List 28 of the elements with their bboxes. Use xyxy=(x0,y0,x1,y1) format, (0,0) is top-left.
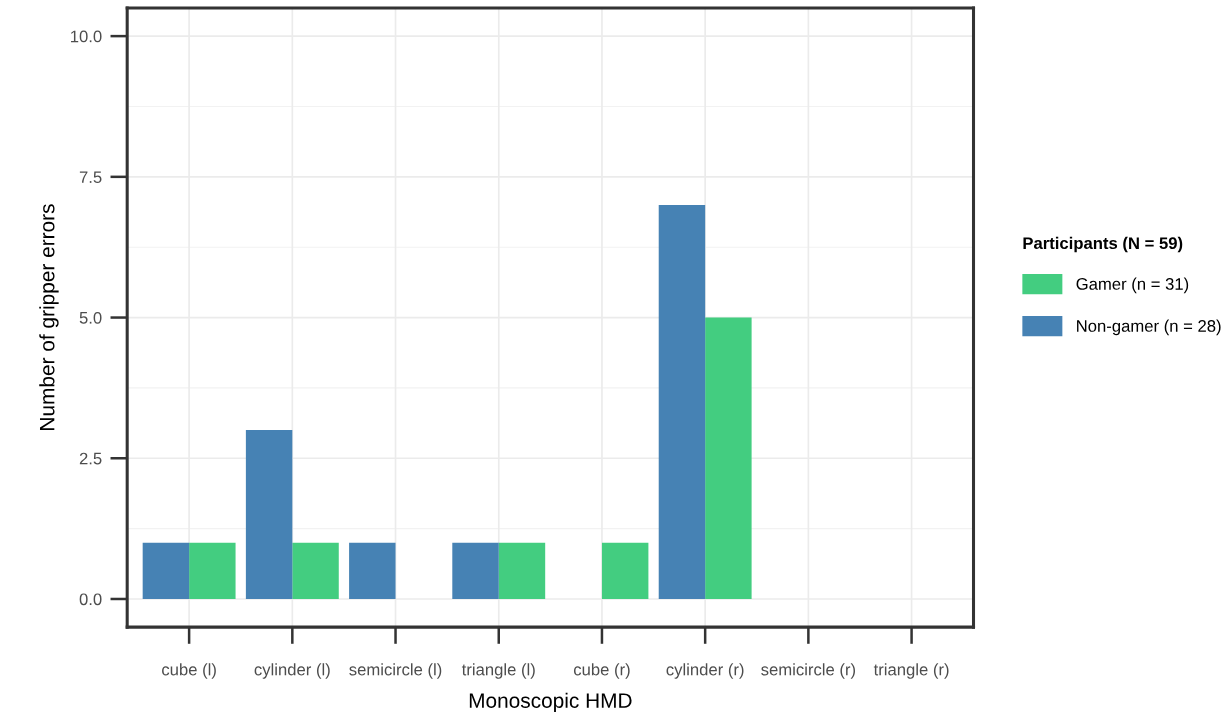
x-tick-label: triangle (l) xyxy=(461,663,535,679)
bar xyxy=(245,430,293,599)
x-tick-label: cube (l) xyxy=(162,663,216,679)
y-axis-title: Number of gripper errors xyxy=(39,204,59,430)
bar xyxy=(658,204,706,599)
y-tick-label: 7.5 xyxy=(79,171,102,184)
x-axis-title: Monoscopic HMD xyxy=(469,692,632,713)
legend-label: Non-gamer (n = 28) xyxy=(1077,319,1221,336)
y-tick-label: 10.0 xyxy=(71,30,102,43)
x-tick-label: semicircle (r) xyxy=(761,663,856,679)
y-tick-label: 2.5 xyxy=(79,452,102,465)
bar xyxy=(452,542,499,599)
legend-label: Gamer (n = 31) xyxy=(1076,277,1189,294)
y-tick-label: 0.0 xyxy=(79,593,102,606)
x-tick-label: cylinder (l) xyxy=(254,663,330,679)
x-tick-label: triangle (r) xyxy=(873,663,949,679)
x-tick-label: cylinder (r) xyxy=(666,663,744,679)
x-tick-label: cube (r) xyxy=(573,663,630,679)
bar xyxy=(498,542,546,599)
y-tick-label: 5.0 xyxy=(79,311,102,324)
bar xyxy=(292,542,339,599)
bar xyxy=(142,542,190,599)
bar xyxy=(189,542,236,599)
bar xyxy=(349,542,396,599)
legend-title: Participants (N = 59) xyxy=(1023,236,1183,253)
bar xyxy=(601,542,649,599)
bar xyxy=(705,317,752,599)
x-tick-label: semicircle (l) xyxy=(349,663,442,679)
